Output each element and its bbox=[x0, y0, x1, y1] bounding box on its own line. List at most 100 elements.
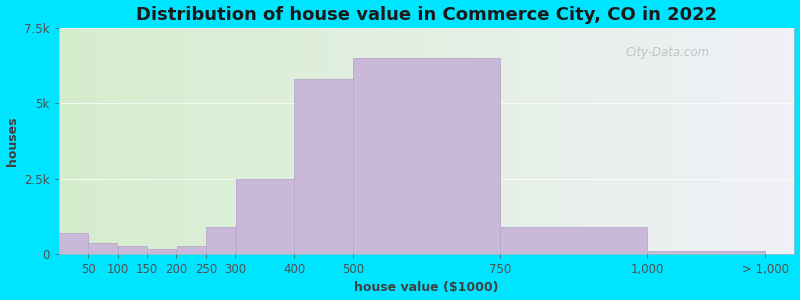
Bar bbox=[504, 28, 507, 254]
Bar bbox=[166, 28, 169, 254]
Bar bbox=[526, 28, 530, 254]
Bar bbox=[290, 28, 294, 254]
Bar bbox=[276, 28, 279, 254]
Bar bbox=[102, 28, 106, 254]
Bar bbox=[780, 28, 783, 254]
Bar bbox=[342, 28, 346, 254]
Bar bbox=[258, 28, 261, 254]
Bar bbox=[283, 28, 286, 254]
Bar bbox=[706, 28, 710, 254]
Bar bbox=[250, 28, 254, 254]
Bar bbox=[194, 28, 198, 254]
Bar bbox=[559, 28, 562, 254]
Bar bbox=[242, 28, 246, 254]
Bar bbox=[518, 28, 522, 254]
Bar bbox=[139, 28, 143, 254]
Bar bbox=[423, 28, 426, 254]
Title: Distribution of house value in Commerce City, CO in 2022: Distribution of house value in Commerce … bbox=[136, 6, 717, 24]
Bar bbox=[670, 28, 673, 254]
Bar bbox=[368, 28, 371, 254]
Bar bbox=[316, 28, 320, 254]
Bar bbox=[544, 28, 548, 254]
Bar bbox=[294, 28, 298, 254]
Bar bbox=[419, 28, 423, 254]
Bar bbox=[206, 227, 235, 254]
Bar bbox=[106, 28, 110, 254]
Bar bbox=[150, 28, 154, 254]
Bar bbox=[688, 28, 691, 254]
Bar bbox=[500, 28, 504, 254]
Bar bbox=[70, 28, 74, 254]
Bar bbox=[555, 28, 559, 254]
Bar bbox=[511, 28, 515, 254]
Bar bbox=[474, 28, 478, 254]
Bar bbox=[691, 28, 695, 254]
Bar bbox=[176, 28, 180, 254]
Bar bbox=[378, 28, 382, 254]
Bar bbox=[58, 28, 62, 254]
Bar bbox=[246, 28, 250, 254]
Bar bbox=[74, 28, 77, 254]
Bar bbox=[599, 28, 603, 254]
Bar bbox=[732, 28, 735, 254]
Bar bbox=[353, 28, 357, 254]
Bar bbox=[725, 28, 728, 254]
Bar bbox=[354, 58, 500, 254]
Bar bbox=[735, 28, 739, 254]
Bar bbox=[497, 28, 500, 254]
Bar bbox=[129, 28, 132, 254]
Bar bbox=[331, 28, 334, 254]
Bar bbox=[662, 28, 666, 254]
Bar bbox=[210, 28, 213, 254]
Bar bbox=[442, 28, 445, 254]
Bar bbox=[162, 28, 166, 254]
Bar bbox=[231, 28, 235, 254]
Bar bbox=[294, 79, 353, 254]
Bar bbox=[118, 246, 146, 254]
Bar bbox=[463, 28, 467, 254]
Bar bbox=[202, 28, 206, 254]
Bar bbox=[327, 28, 331, 254]
Bar bbox=[592, 28, 596, 254]
Bar bbox=[114, 28, 118, 254]
Bar bbox=[320, 28, 323, 254]
Bar bbox=[695, 28, 698, 254]
Bar bbox=[125, 28, 129, 254]
Bar bbox=[397, 28, 401, 254]
Bar bbox=[408, 28, 412, 254]
Bar bbox=[783, 28, 787, 254]
Bar bbox=[338, 28, 342, 254]
Bar bbox=[647, 251, 765, 254]
Bar bbox=[81, 28, 84, 254]
Bar bbox=[235, 28, 239, 254]
Text: City-Data.com: City-Data.com bbox=[626, 46, 710, 59]
Bar bbox=[452, 28, 456, 254]
Bar bbox=[118, 28, 121, 254]
Bar bbox=[364, 28, 368, 254]
Bar bbox=[401, 28, 405, 254]
Bar bbox=[412, 28, 415, 254]
Bar bbox=[177, 246, 206, 254]
Bar bbox=[88, 28, 92, 254]
Bar bbox=[286, 28, 290, 254]
Bar bbox=[62, 28, 66, 254]
Y-axis label: houses: houses bbox=[6, 116, 18, 166]
Bar bbox=[654, 28, 658, 254]
Bar bbox=[235, 178, 294, 254]
Bar bbox=[456, 28, 460, 254]
Bar bbox=[633, 28, 636, 254]
Bar bbox=[239, 28, 242, 254]
Bar bbox=[390, 28, 394, 254]
Bar bbox=[610, 28, 614, 254]
Bar bbox=[405, 28, 408, 254]
Bar bbox=[449, 28, 452, 254]
Bar bbox=[88, 243, 118, 254]
Bar bbox=[710, 28, 714, 254]
Bar bbox=[489, 28, 493, 254]
Bar bbox=[147, 28, 150, 254]
Bar bbox=[279, 28, 283, 254]
Bar bbox=[651, 28, 654, 254]
Bar bbox=[143, 28, 147, 254]
Bar bbox=[607, 28, 610, 254]
Bar bbox=[596, 28, 599, 254]
